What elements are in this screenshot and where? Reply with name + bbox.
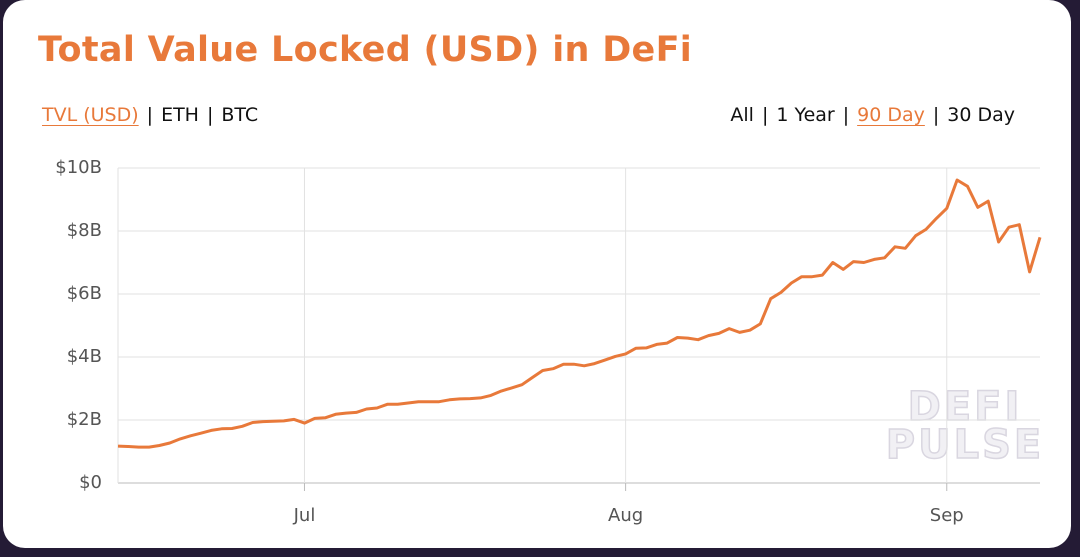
range-tabs: All | 1 Year | 90 Day | 30 Day [730,104,1015,126]
tvl-line [117,178,1042,449]
tab-separator: | [842,104,850,126]
x-tick-label: Jul [293,505,316,526]
y-tick-label: $2B [67,409,102,430]
tab[interactable]: 1 Year [776,104,835,126]
watermark: PULSE [886,422,1044,468]
card: Total Value Locked (USD) in DeFi TVL (US… [3,0,1071,548]
watermark: DEFI [908,384,1023,430]
tab[interactable]: ETH [161,104,199,126]
tab[interactable]: All [730,104,754,126]
y-tick-label: $10B [55,157,102,178]
tab-separator: | [146,104,154,126]
tab-separator: | [932,104,940,126]
metric-tabs: TVL (USD) | ETH | BTC [42,104,258,126]
y-tick-label: $6B [67,283,102,304]
y-tick-label: $8B [67,220,102,241]
tab[interactable]: TVL (USD) [42,104,139,126]
tab-separator: | [761,104,769,126]
x-tick-label: Sep [930,505,964,526]
y-tick-label: $0 [79,472,102,493]
tab-separator: | [206,104,214,126]
tab[interactable]: 90 Day [857,104,925,126]
tab[interactable]: 30 Day [947,104,1015,126]
x-tick-label: Aug [608,505,643,526]
tab[interactable]: BTC [221,104,259,126]
chart-title: Total Value Locked (USD) in DeFi [38,30,693,70]
y-tick-label: $4B [67,346,102,367]
